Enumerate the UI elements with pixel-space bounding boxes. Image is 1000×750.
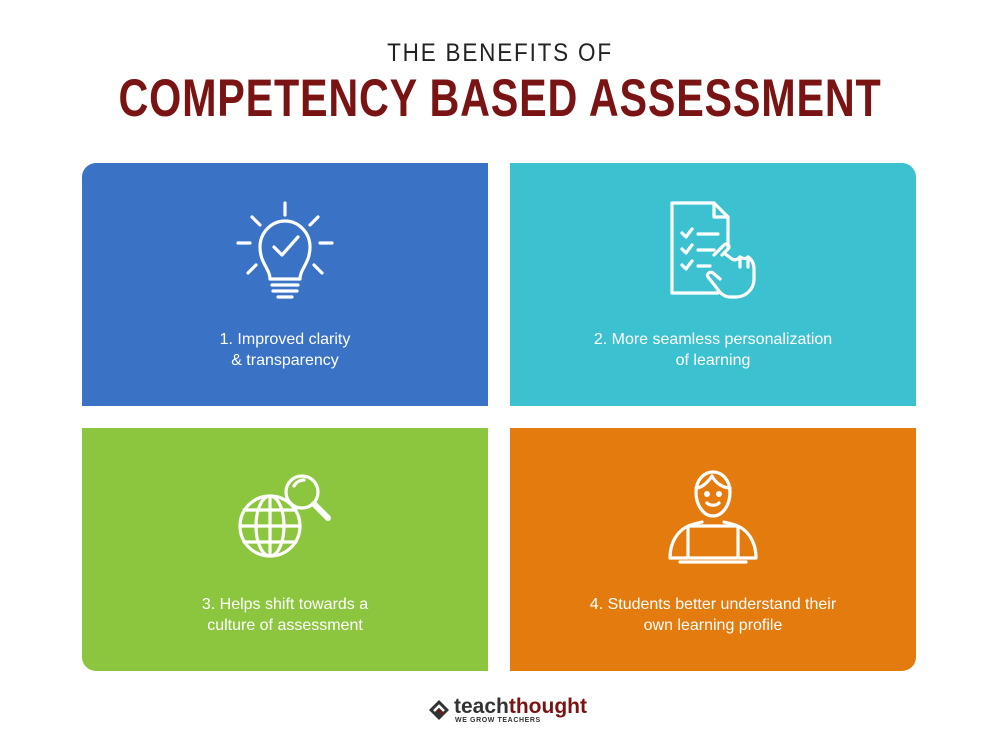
globe-search-icon — [82, 462, 488, 572]
benefit-label-line-2: & transparency — [231, 352, 339, 369]
benefit-label-line-2: of learning — [675, 352, 751, 369]
benefit-label-line-1: 3. Helps shift towards a — [201, 596, 369, 613]
benefit-card-3: 3. Helps shift towards a culture of asse… — [82, 428, 488, 671]
benefit-label: 1. Improved clarity & transparency — [82, 329, 488, 371]
benefit-card-1: 1. Improved clarity & transparency — [82, 163, 488, 406]
header: THE BENEFITS OF COMPETENCY BASED ASSESSM… — [0, 38, 1000, 127]
benefit-label-line-1: 1. Improved clarity — [219, 331, 351, 348]
benefit-label-line-2: own learning profile — [643, 617, 783, 634]
benefit-label: 2. More seamless personalization of lear… — [510, 329, 916, 371]
logo-wordmark: teachthought — [454, 696, 587, 718]
page-title: COMPETENCY BASED ASSESSMENT — [118, 69, 882, 128]
benefit-label-line-2: culture of assessment — [207, 617, 363, 634]
subtitle: THE BENEFITS OF — [387, 39, 613, 67]
benefit-card-4: 4. Students better understand their own … — [510, 428, 916, 671]
logo-word-thought: thought — [508, 695, 587, 718]
benefit-label-line-1: 2. More seamless personalization — [593, 331, 833, 348]
benefit-label: 4. Students better understand their own … — [510, 594, 916, 636]
benefit-card-2: 2. More seamless personalization of lear… — [510, 163, 916, 406]
student-laptop-icon — [510, 462, 916, 572]
lightbulb-check-icon — [82, 197, 488, 307]
benefit-label: 3. Helps shift towards a culture of asse… — [82, 594, 488, 636]
checklist-hand-icon — [510, 197, 916, 307]
logo-mark-icon — [429, 700, 449, 720]
logo-word-teach: teach — [454, 695, 509, 718]
benefit-label-line-1: 4. Students better understand their — [589, 596, 837, 613]
logo-tagline: WE GROW TEACHERS — [455, 717, 541, 724]
